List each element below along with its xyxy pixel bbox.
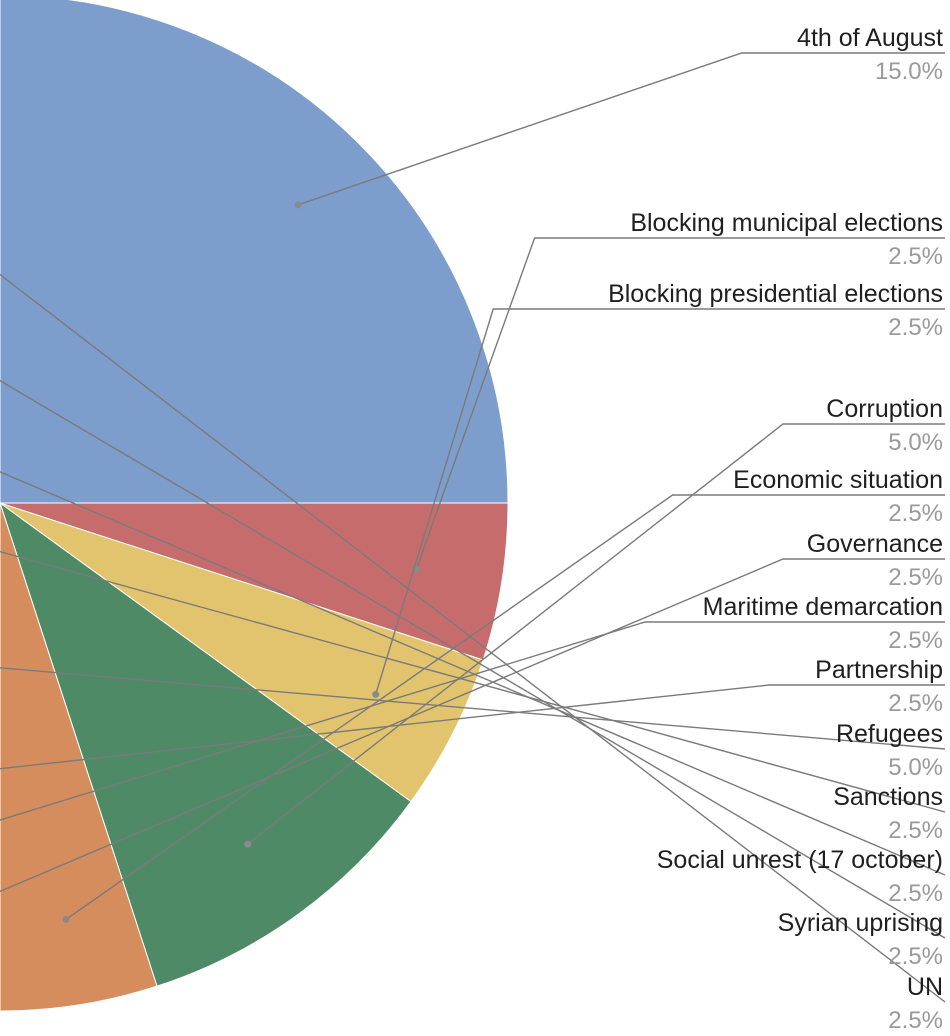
slice-label-12: Syrian uprising [778,909,943,937]
slice-label-3: Blocking presidential elections [608,280,943,308]
slice-percent-7: 2.5% [888,627,943,654]
leader-line-13 [0,273,946,1003]
leader-dot-4 [244,840,252,848]
pie-slice-1[interactable] [0,0,509,504]
slice-percent-3: 2.5% [888,314,943,341]
slice-label-1: 4th of August [797,24,943,52]
pie-slice-2[interactable] [0,502,509,661]
slice-label-7: Maritime demarcation [703,593,943,621]
slice-percent-11: 2.5% [888,880,943,907]
leader-line-11 [0,471,946,876]
slice-percent-5: 2.5% [888,500,943,527]
leader-line-2 [415,237,945,570]
pie-slice-3[interactable] [0,502,484,803]
slice-percent-4: 5.0% [888,429,943,456]
slice-percent-1: 15.0% [875,58,943,85]
leader-line-1 [297,52,945,206]
leader-line-8 [0,684,945,770]
leader-line-3 [375,308,945,695]
slice-percent-6: 2.5% [888,564,943,591]
leader-dot-5 [62,915,70,923]
leader-line-7 [0,621,945,821]
slice-label-9: Refugees [836,720,943,748]
slice-percent-8: 2.5% [888,690,943,717]
slice-label-13: UN [907,973,943,1001]
leader-line-6 [0,558,945,893]
slice-label-2: Blocking municipal elections [630,209,943,237]
slice-percent-10: 2.5% [888,817,943,844]
slice-percent-12: 2.5% [888,943,943,970]
leader-dot-3 [372,690,380,698]
leader-lines [0,52,946,1003]
leader-line-10 [0,550,946,813]
pie-slice-4[interactable] [0,502,412,987]
slice-label-8: Partnership [815,656,943,684]
leader-line-9 [0,667,946,750]
slice-percent-13: 2.5% [888,1007,943,1034]
slice-label-10: Sanctions [833,783,943,811]
slice-label-6: Governance [807,530,943,558]
slice-labels: 4th of August 15.0% Blocking municipal ele… [608,24,943,1034]
slice-percent-9: 5.0% [888,754,943,781]
slice-percent-2: 2.5% [888,243,943,270]
slice-label-5: Economic situation [733,466,943,494]
slice-label-4: Corruption [826,395,943,423]
leader-line-12 [0,379,946,939]
slice-label-11: Social unrest (17 october) [657,846,943,874]
leader-dot-1 [294,201,302,209]
